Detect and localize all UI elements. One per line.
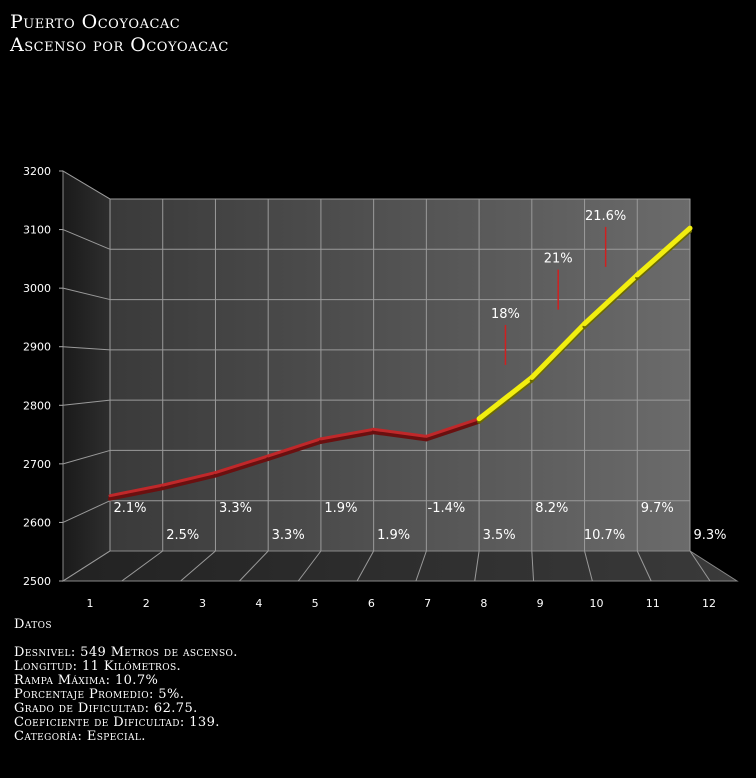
profile-shadow <box>213 456 271 478</box>
profile-segment <box>108 483 165 498</box>
y-tick-label: 2800 <box>23 399 51 412</box>
profile-segment <box>319 427 376 441</box>
floor-line <box>62 550 111 582</box>
profile-segment <box>424 417 481 438</box>
x-tick-label: 11 <box>646 597 660 610</box>
segment-label: 1.9% <box>377 528 410 543</box>
floor-line <box>121 550 164 582</box>
chart-title: Puerto Ocoyoacac <box>10 11 181 33</box>
chart-grid <box>62 170 711 582</box>
datos-heading: Datos <box>14 617 52 632</box>
profile-segment <box>529 321 588 381</box>
x-tick-label: 10 <box>589 597 603 610</box>
x-tick-label: 2 <box>143 597 150 610</box>
floor-line <box>415 550 427 582</box>
x-tick-label: 9 <box>537 597 544 610</box>
segment-label: 8.2% <box>535 501 568 516</box>
floor-line <box>474 550 480 582</box>
profile-segment <box>582 272 640 327</box>
segment-label: 9.7% <box>641 501 674 516</box>
y-tick-label: 3000 <box>23 282 51 295</box>
profile-segment <box>213 454 270 475</box>
floor-line <box>297 550 322 582</box>
profile-shadow <box>371 430 429 442</box>
x-tick-label: 4 <box>255 597 262 610</box>
profile-segment <box>634 225 693 278</box>
profile-shadow <box>424 419 482 442</box>
x-axis-ticks: 1 2 3 4 5 6 7 8 9 10 11 12 <box>87 597 717 610</box>
floor-line <box>356 550 375 582</box>
annotation-label: 21.6% <box>585 209 626 224</box>
profile-segment <box>161 471 217 487</box>
segment-label: 9.3% <box>693 528 726 543</box>
x-tick-label: 8 <box>480 597 487 610</box>
y-tick-label: 2900 <box>23 341 51 354</box>
floor-line <box>584 550 593 582</box>
segment-labels: 2.1% 2.5% 3.3% 3.3% 1.9% 1.9% -1.4% 3.5% 8.2% 10.… <box>113 501 726 543</box>
gridline-side <box>62 170 111 200</box>
datos-line: Coeficiente de Dificultad: 139. <box>14 715 220 730</box>
datos-line: Porcentaje Promedio: 5%. <box>14 687 185 702</box>
floor-line <box>239 550 269 582</box>
segment-label: 10.7% <box>584 528 625 543</box>
segment-label: 2.1% <box>113 501 146 516</box>
floor-line <box>636 550 652 582</box>
profile-segment <box>372 427 428 438</box>
chart-subtitle: Ascenso por Ocoyoacac <box>10 34 229 56</box>
datos-line: Desnivel: 549 Metros de ascenso. <box>14 645 238 660</box>
y-tick-label: 2500 <box>23 575 51 588</box>
gridline-side <box>62 229 111 250</box>
profile-segment <box>266 437 323 458</box>
segment-label: -1.4% <box>428 501 466 516</box>
datos-line: Longitud: 11 Kilómetros. <box>14 659 182 674</box>
y-tick-label: 3200 <box>23 165 51 178</box>
datos-line: Rampa Máxima: 10.7% <box>14 673 159 688</box>
x-tick-label: 5 <box>312 597 319 610</box>
y-tick-label: 2700 <box>23 458 51 471</box>
x-tick-label: 3 <box>199 597 206 610</box>
x-tick-label: 7 <box>424 597 431 610</box>
segment-label: 1.9% <box>324 501 357 516</box>
profile-shadow <box>318 430 376 444</box>
y-tick-label: 2600 <box>23 516 51 529</box>
back-wall <box>109 198 691 552</box>
x-tick-label: 1 <box>87 597 94 610</box>
gridline-side <box>62 287 111 301</box>
floor <box>61 550 739 582</box>
profile-shadow <box>108 486 165 501</box>
x-tick-label: 12 <box>702 597 716 610</box>
annotation-label: 21% <box>544 252 573 267</box>
segment-label: 3.5% <box>483 528 516 543</box>
gridline-side <box>62 399 111 406</box>
gridline-side <box>62 346 111 351</box>
annotations: 18% 21% 21.6% <box>491 209 626 365</box>
floor-line <box>531 550 535 582</box>
profile-shadow <box>266 439 323 461</box>
y-axis-ticks: 2500 2600 2700 2800 2900 3000 3100 3200 <box>23 165 63 588</box>
y-tick-label: 3100 <box>23 224 51 237</box>
datos-line: Categoría: Especial. <box>14 729 146 744</box>
gridline-side <box>62 500 111 523</box>
floor-line <box>689 550 711 582</box>
segment-label: 3.3% <box>272 528 305 543</box>
profile-segment <box>476 375 535 422</box>
elevation-profile <box>108 225 693 501</box>
annotation-label: 18% <box>491 307 520 322</box>
datos-line: Grado de Dificultad: 62.75. <box>14 701 198 716</box>
segment-label: 3.3% <box>219 501 252 516</box>
x-tick-label: 6 <box>368 597 375 610</box>
gridline-side <box>62 449 111 465</box>
segment-label: 2.5% <box>166 528 199 543</box>
chart-walls <box>61 170 739 582</box>
floor-line <box>180 550 216 582</box>
profile-shadow <box>160 473 218 491</box>
